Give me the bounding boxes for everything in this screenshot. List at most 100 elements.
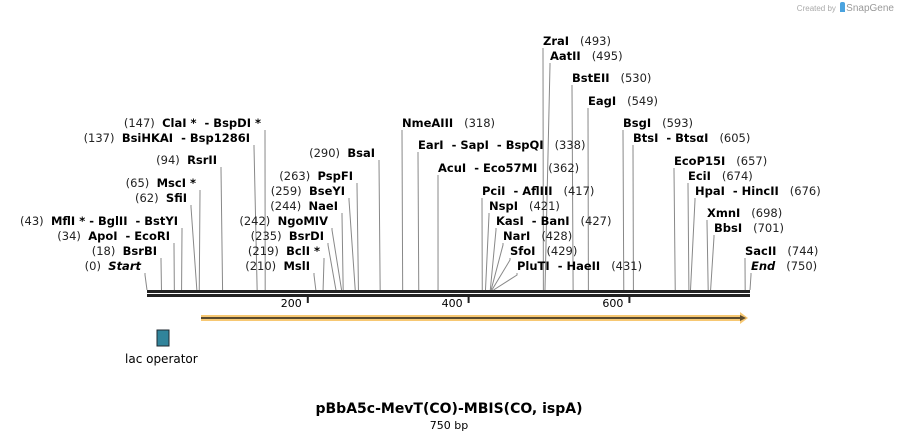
site-enzyme-name: ApoI - EcoRI — [88, 229, 170, 243]
restriction-site-label[interactable]: (147) ClaI * - BspDI * — [124, 116, 261, 130]
site-enzyme-name: NarI — [503, 229, 531, 243]
site-position: (290) — [309, 146, 341, 160]
restriction-site-label[interactable]: (94) RsrII — [156, 153, 217, 167]
site-position: (750) — [786, 259, 818, 273]
site-position: (417) — [563, 184, 595, 198]
tick-label: 400 — [441, 297, 463, 310]
restriction-site-label[interactable]: NarI (428) — [503, 229, 572, 243]
site-position: (62) — [134, 191, 159, 205]
site-position: (338) — [554, 138, 586, 152]
site-leader-lines — [144, 48, 752, 291]
restriction-site-label[interactable]: (235) BsrDI — [251, 229, 324, 243]
restriction-site-label[interactable]: EarI - SapI - BspQI (338) — [418, 138, 586, 152]
site-enzyme-name: BstEII — [572, 71, 610, 85]
restriction-site-label[interactable]: BsgI (593) — [623, 116, 693, 130]
restriction-site-label[interactable]: AatII (495) — [550, 49, 623, 63]
restriction-site-label[interactable]: NmeAIII (318) — [402, 116, 495, 130]
restriction-site-label[interactable]: NspI (421) — [489, 199, 560, 213]
restriction-site-label[interactable]: (263) PspFI — [279, 169, 353, 183]
site-position: (493) — [580, 34, 611, 48]
site-enzyme-name: EagI — [588, 94, 617, 108]
site-position: (427) — [580, 214, 612, 228]
site-enzyme-name: BclI * — [286, 244, 320, 258]
restriction-site-label[interactable]: BstEII (530) — [572, 71, 651, 85]
site-position: (147) — [123, 116, 155, 130]
site-position: (318) — [464, 116, 496, 130]
restriction-site-label[interactable]: PciI - AflIII (417) — [482, 184, 594, 198]
restriction-site-label[interactable]: (18) BsrBI — [92, 244, 157, 258]
site-position: (674) — [721, 169, 753, 183]
restriction-site-label[interactable]: (34) ApoI - EcoRI — [57, 229, 170, 243]
restriction-site-label[interactable]: ZraI (493) — [543, 34, 611, 48]
restriction-site-label[interactable]: SacII (744) — [745, 244, 818, 258]
restriction-site-label[interactable]: PluTI - HaeII (431) — [517, 259, 642, 273]
site-position: (0) — [84, 259, 101, 273]
ruler-ticks — [306, 297, 631, 303]
site-position: (65) — [125, 176, 150, 190]
site-enzyme-name: NmeAIII — [402, 116, 454, 130]
site-enzyme-name: PspFI — [317, 169, 353, 183]
restriction-site-label[interactable]: (0) Start — [85, 259, 141, 273]
site-position: (34) — [57, 229, 81, 243]
site-enzyme-name: BbsI — [714, 221, 743, 235]
site-enzyme-name: XmnI — [707, 206, 741, 220]
restriction-site-label[interactable]: EciI (674) — [688, 169, 753, 183]
restriction-site-label[interactable]: (62) SfiI — [135, 191, 187, 205]
site-enzyme-name: PciI - AflIII — [482, 184, 553, 198]
restriction-site-label[interactable]: (210) MslI — [245, 259, 310, 273]
site-position: (244) — [270, 199, 302, 213]
restriction-site-label[interactable]: (219) BclI * — [248, 244, 320, 258]
restriction-site-label[interactable]: (43) MflI * - BglII - BstYI — [20, 214, 178, 228]
restriction-site-label[interactable]: XmnI (698) — [707, 206, 782, 220]
restriction-site-label[interactable]: (290) BsaI — [309, 146, 375, 160]
plasmid-title: pBbA5c-MevT(CO)-MBIS(CO, ispA) — [315, 401, 583, 417]
restriction-site-label[interactable]: (242) NgoMIV — [239, 214, 328, 228]
dna-backbone — [147, 290, 750, 297]
restriction-site-label[interactable]: EcoP15I (657) — [674, 154, 767, 168]
site-enzyme-name: ClaI * - BspDI * — [162, 116, 261, 130]
site-enzyme-name: NspI — [489, 199, 518, 213]
site-enzyme-name: SfoI — [510, 244, 536, 258]
site-position: (94) — [156, 153, 180, 167]
site-enzyme-name: EcoP15I — [674, 154, 726, 168]
feature-label-lac-operator: lac operator — [125, 352, 198, 366]
features — [156, 312, 748, 347]
credit-brand: SnapGene — [846, 3, 894, 14]
restriction-site-label[interactable]: (244) NaeI — [270, 199, 338, 213]
site-position: (219) — [247, 244, 279, 258]
site-position: (210) — [245, 259, 277, 273]
site-position: (421) — [528, 199, 560, 213]
tick-label: 200 — [280, 297, 302, 310]
site-enzyme-name: NgoMIV — [277, 214, 328, 228]
restriction-site-label[interactable]: BbsI (701) — [714, 221, 784, 235]
restriction-site-label[interactable]: End (750) — [751, 259, 817, 273]
site-enzyme-name: BsiHKAI - Bsp1286I — [121, 131, 250, 145]
site-position: (549) — [627, 94, 659, 108]
site-position: (263) — [279, 169, 311, 183]
site-position: (429) — [546, 244, 578, 258]
site-enzyme-name: BsaI — [347, 146, 375, 160]
site-enzyme-name: AatII — [550, 49, 581, 63]
restriction-site-label[interactable]: (65) MscI * — [126, 176, 196, 190]
restriction-site-label[interactable]: HpaI - HincII (676) — [695, 184, 821, 198]
credit-prefix: Created by — [796, 4, 836, 13]
site-enzyme-name: SacII — [745, 244, 777, 258]
site-position: (235) — [250, 229, 282, 243]
site-enzyme-name: BtsI - BtsαI — [633, 131, 709, 145]
restriction-site-label[interactable]: (137) BsiHKAI - Bsp1286I — [84, 131, 250, 145]
restriction-site-label[interactable]: AcuI - Eco57MI (362) — [438, 161, 579, 175]
restriction-site-label[interactable]: KasI - BanI (427) — [496, 214, 611, 228]
snapgene-credit: Created by SnapGene — [797, 2, 894, 14]
restriction-site-label[interactable]: EagI (549) — [588, 94, 658, 108]
restriction-site-label[interactable]: (259) BseYI — [271, 184, 345, 198]
site-enzyme-name: RsrII — [187, 153, 217, 167]
site-position: (593) — [662, 116, 694, 130]
site-position: (701) — [753, 221, 785, 235]
site-enzyme-name: KasI - BanI — [496, 214, 570, 228]
restriction-site-label[interactable]: SfoI (429) — [510, 244, 577, 258]
restriction-site-label[interactable]: BtsI - BtsαI (605) — [633, 131, 750, 145]
site-enzyme-name: Start — [108, 259, 141, 273]
site-enzyme-name: BsgI — [623, 116, 652, 130]
site-position: (362) — [548, 161, 580, 175]
site-position: (605) — [719, 131, 751, 145]
